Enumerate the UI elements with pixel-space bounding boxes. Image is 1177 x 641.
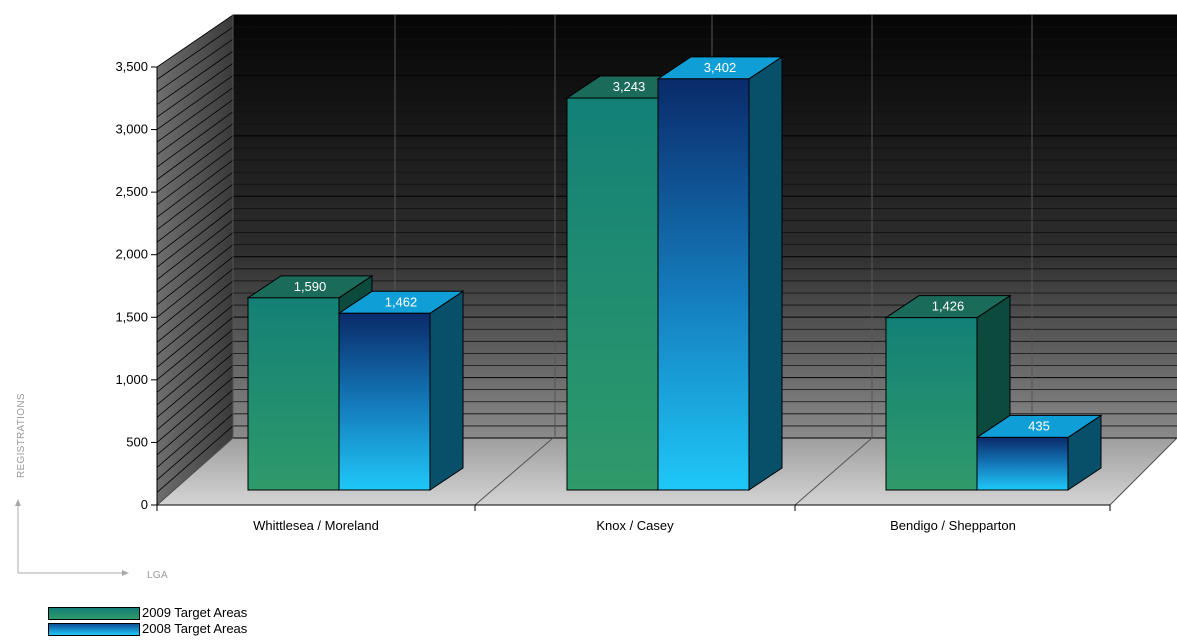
side-grid-line <box>156 401 234 468</box>
labels: 1,590 1,462 3,243 3,402 1,426 435 <box>294 60 1050 434</box>
y-tick-label: 3,000 <box>115 122 148 137</box>
side-grid-line <box>156 111 234 168</box>
side-grid-line <box>156 99 234 155</box>
bar-1-0 <box>337 290 465 491</box>
value-label: 435 <box>1028 418 1050 433</box>
legend-swatch-2009 <box>48 606 140 620</box>
floor-divider <box>1109 437 1177 506</box>
axis-arrows: REGISTRATIONS LGA <box>15 393 168 581</box>
side-grid-line <box>156 171 234 231</box>
side-grid-line <box>156 87 234 143</box>
side-grid-line <box>156 389 234 456</box>
y-tick-label: 1,000 <box>115 372 148 387</box>
side-grid-line <box>156 256 234 318</box>
floor-divider <box>474 437 554 506</box>
bar-side <box>748 55 783 491</box>
bar-front <box>247 297 340 491</box>
value-label: 1,426 <box>932 299 965 314</box>
floor-divider <box>794 437 873 506</box>
side-grid-line <box>156 377 234 443</box>
legend-item-2008: 2008 Target Areas <box>48 621 247 637</box>
side-grid-line <box>156 268 234 331</box>
floor-divider <box>156 437 234 506</box>
x-tick-label: Bendigo / Shepparton <box>890 518 1016 533</box>
side-grid-line <box>156 244 234 306</box>
legend-label-2009: 2009 Target Areas <box>142 605 248 620</box>
side-grid-line <box>156 147 234 205</box>
y-tick-label: 2,000 <box>115 247 148 262</box>
y-tick-label: 2,500 <box>115 184 148 199</box>
side-grid-line <box>156 123 234 180</box>
bars <box>246 55 1103 491</box>
side-grid-line <box>156 425 234 493</box>
side-grid-line <box>156 365 234 431</box>
axes: 0 500 1,000 1,500 2,000 2,500 3,000 3,500 Whittl… <box>115 59 1111 533</box>
legend-item-2009: 2009 Target Areas <box>48 605 247 621</box>
x-tick-label: Knox / Casey <box>596 518 674 533</box>
bar-front <box>657 78 750 491</box>
side-grid-line <box>156 341 234 406</box>
side-grid-line <box>156 208 234 268</box>
side-grid-line <box>156 280 234 343</box>
bar-1-1 <box>656 55 784 491</box>
bar-side <box>429 290 464 491</box>
y-tick-label: 500 <box>126 434 148 449</box>
side-grid-line <box>156 304 234 368</box>
value-label: 3,402 <box>704 60 737 75</box>
bar-front <box>338 312 431 491</box>
y-tick-label: 1,500 <box>115 309 148 324</box>
side-grid-line <box>156 328 234 393</box>
side-grid-line <box>156 232 234 293</box>
side-grid-line <box>156 38 234 93</box>
legend: 2009 Target Areas 2008 Target Areas <box>48 605 247 637</box>
bar-front <box>885 317 978 491</box>
side-grid-line <box>156 353 234 418</box>
left-wall <box>157 15 233 505</box>
bar-1-2 <box>975 414 1103 491</box>
side-grid-line <box>156 75 234 130</box>
x-axis-title: LGA <box>147 570 168 581</box>
y-tick-label: 3,500 <box>115 59 148 74</box>
side-grid-line <box>156 220 234 281</box>
bar-front <box>566 97 659 491</box>
side-grid-line <box>156 183 234 243</box>
value-label: 1,590 <box>294 279 327 294</box>
side-grid-line <box>156 292 234 356</box>
side-grid-line <box>156 50 234 105</box>
value-label: 3,243 <box>613 79 646 94</box>
x-tick-label: Whittlesea / Moreland <box>253 518 379 533</box>
legend-label-2008: 2008 Target Areas <box>142 621 248 636</box>
side-grid-line <box>156 63 234 118</box>
y-tick-label: 0 <box>141 497 148 512</box>
bar-front <box>976 436 1069 491</box>
side-grid-line <box>156 14 234 68</box>
value-label: 1,462 <box>385 294 418 309</box>
side-grid-line <box>156 195 234 256</box>
side-grid-line <box>156 135 234 193</box>
legend-swatch-2008 <box>48 622 140 636</box>
side-grid-line <box>156 26 234 80</box>
side-grid-line <box>156 159 234 218</box>
side-grid-line <box>156 413 234 481</box>
side-grid-line <box>156 316 234 381</box>
y-axis-title: REGISTRATIONS <box>16 393 27 478</box>
